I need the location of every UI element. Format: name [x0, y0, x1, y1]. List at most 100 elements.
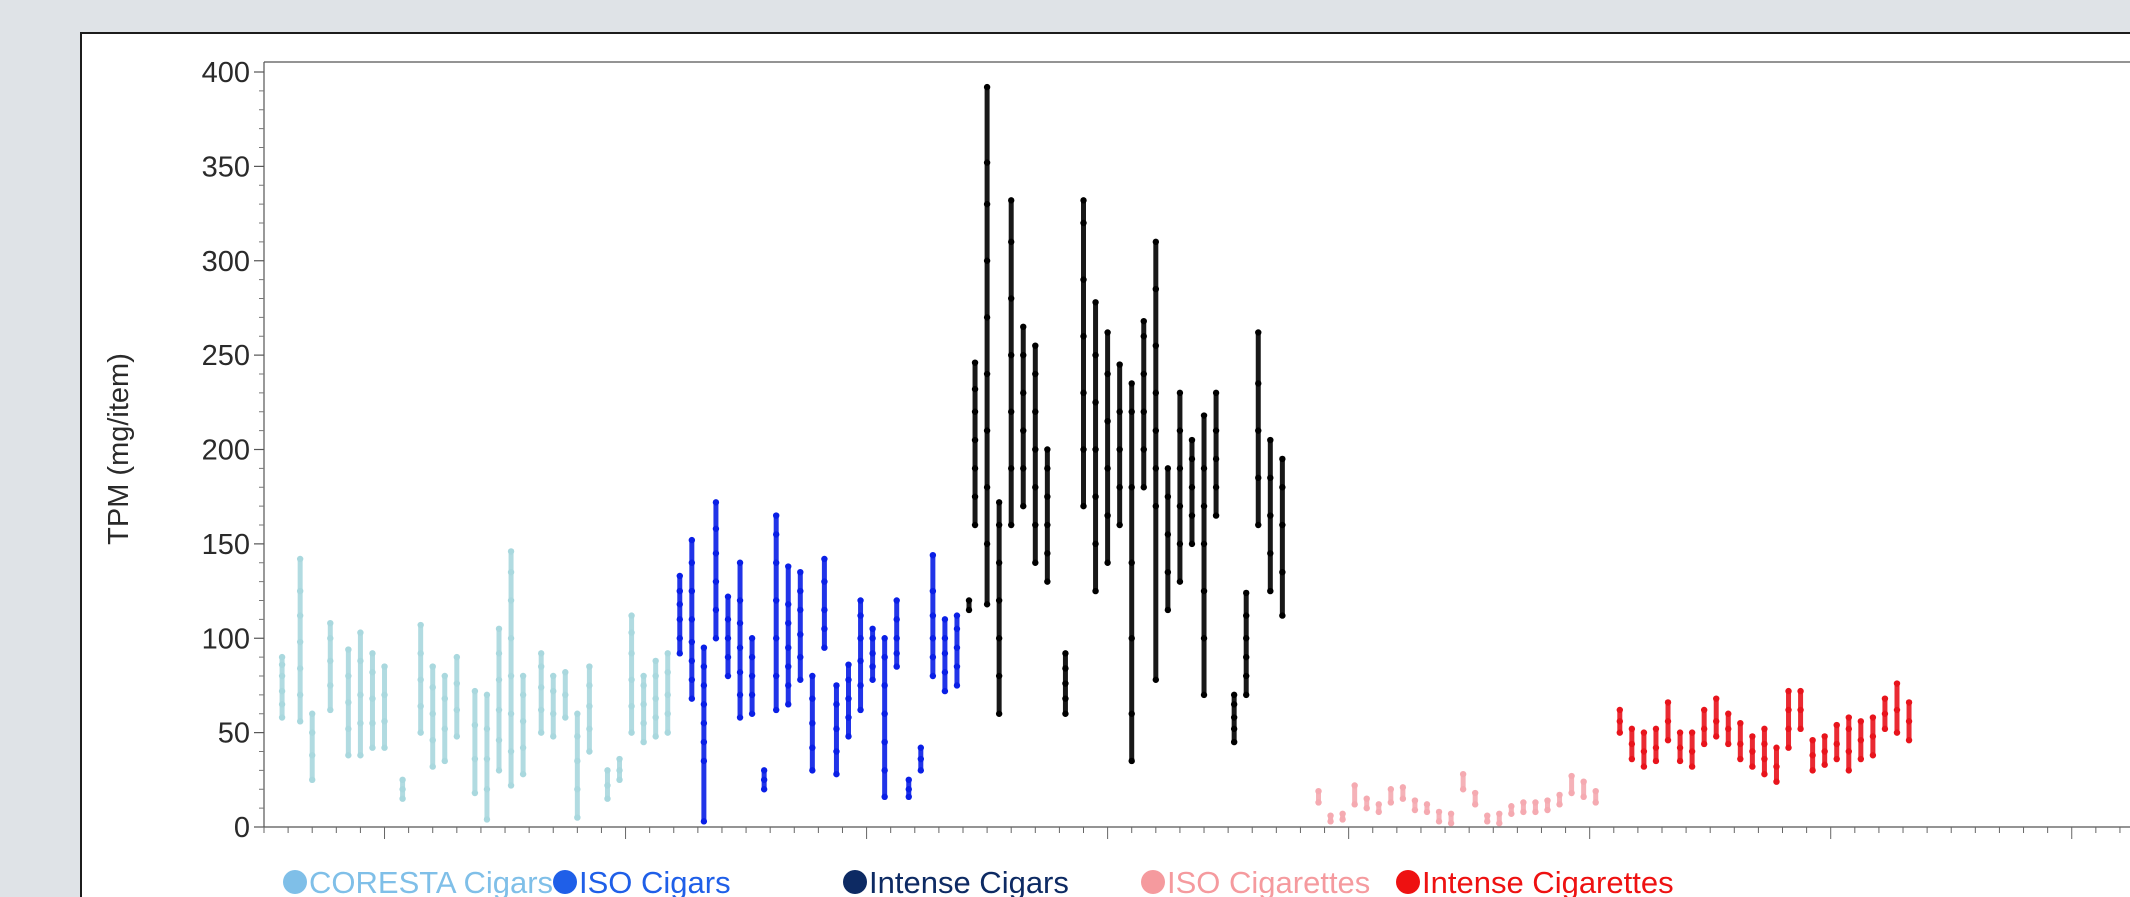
data-point [1092, 493, 1099, 500]
data-point [1411, 797, 1419, 804]
data-point [1267, 512, 1274, 519]
data-point [640, 701, 647, 708]
data-point [785, 619, 792, 627]
data-point [664, 729, 671, 736]
data-point [574, 757, 581, 765]
data-point [1020, 323, 1027, 331]
legend-item[interactable]: Intense Cigarettes [1396, 865, 1674, 897]
data-point [1279, 612, 1286, 619]
data-point [296, 555, 304, 563]
data-point [483, 786, 491, 793]
data-point [453, 680, 461, 687]
data-point [1152, 238, 1160, 246]
y-tick-label: 350 [202, 151, 250, 183]
data-point [1821, 761, 1828, 768]
data-point [1212, 484, 1220, 491]
data-point [995, 499, 1003, 506]
data-points [278, 83, 1913, 827]
data-point [278, 653, 286, 661]
data-point [357, 719, 364, 727]
data-point [471, 721, 479, 729]
data-point [1008, 408, 1015, 415]
data-point [453, 733, 461, 740]
data-point [664, 650, 671, 657]
legend-item[interactable]: CORESTA Cigars [283, 865, 553, 897]
data-point [797, 631, 804, 638]
data-point [724, 672, 732, 680]
legend-item[interactable]: ISO Cigarettes [1141, 865, 1370, 897]
data-point [1339, 816, 1346, 823]
data-point [1044, 521, 1051, 529]
data-point [1032, 559, 1039, 566]
data-point [628, 612, 635, 619]
data-point [857, 682, 864, 689]
data-point [1080, 389, 1087, 397]
data-point [676, 601, 683, 608]
data-point [736, 691, 744, 699]
data-point [893, 635, 900, 642]
data-point [929, 552, 937, 559]
data-point [1032, 484, 1039, 491]
data-point [1725, 710, 1732, 717]
data-point [1062, 665, 1069, 672]
data-point [1869, 733, 1877, 740]
data-point [1152, 389, 1160, 397]
legend-item[interactable]: ISO Cigars [553, 865, 731, 897]
y-tick-label: 0 [234, 812, 250, 844]
data-point [700, 682, 708, 689]
data-point [1267, 436, 1274, 444]
data-point [881, 653, 888, 661]
data-point [483, 691, 491, 699]
data-point [1092, 351, 1099, 359]
data-point [995, 710, 1003, 717]
data-point [1140, 370, 1147, 378]
data-point [983, 540, 991, 548]
scatter-chart: 0 50 100 150 200 250 300 350 400 TPM (mg/item) C… [103, 57, 2130, 897]
data-point [507, 748, 515, 755]
data-point [471, 687, 479, 695]
data-point [429, 736, 436, 744]
data-point [1700, 706, 1708, 714]
data-point [1104, 370, 1111, 378]
data-point [833, 770, 840, 778]
data-point [327, 657, 334, 665]
data-point [1044, 578, 1051, 585]
data-point [1152, 676, 1160, 683]
data-point [1092, 299, 1099, 306]
data-point [1471, 801, 1479, 808]
data-point [821, 644, 828, 651]
data-point [1688, 729, 1696, 736]
data-point [1893, 706, 1901, 714]
data-point [1881, 695, 1889, 702]
legend-item[interactable]: Intense Cigars [843, 865, 1069, 897]
data-point [1176, 540, 1184, 548]
data-point [1255, 380, 1262, 387]
data-point [1713, 733, 1720, 740]
data-point [700, 818, 708, 825]
data-point [1640, 748, 1648, 755]
data-point [1176, 465, 1184, 472]
data-point [519, 691, 527, 699]
data-point [1243, 672, 1250, 680]
data-point [1845, 767, 1852, 774]
legend-label: ISO Cigarettes [1167, 865, 1370, 897]
data-point [1152, 342, 1160, 349]
data-point [1243, 635, 1250, 642]
data-point [700, 663, 708, 670]
data-point [1152, 285, 1160, 293]
data-point [1520, 808, 1527, 816]
data-point [1128, 710, 1135, 717]
data-point [1176, 578, 1184, 585]
data-point [507, 672, 515, 680]
data-point [417, 621, 424, 629]
data-point [1592, 799, 1599, 806]
data-point [1188, 484, 1196, 491]
data-point [1496, 820, 1503, 827]
data-point [1857, 755, 1865, 763]
data-point [1327, 812, 1334, 819]
data-point [953, 663, 961, 670]
data-point [700, 757, 708, 765]
data-point [1243, 589, 1250, 597]
data-point [1140, 317, 1147, 325]
data-point [971, 436, 979, 444]
